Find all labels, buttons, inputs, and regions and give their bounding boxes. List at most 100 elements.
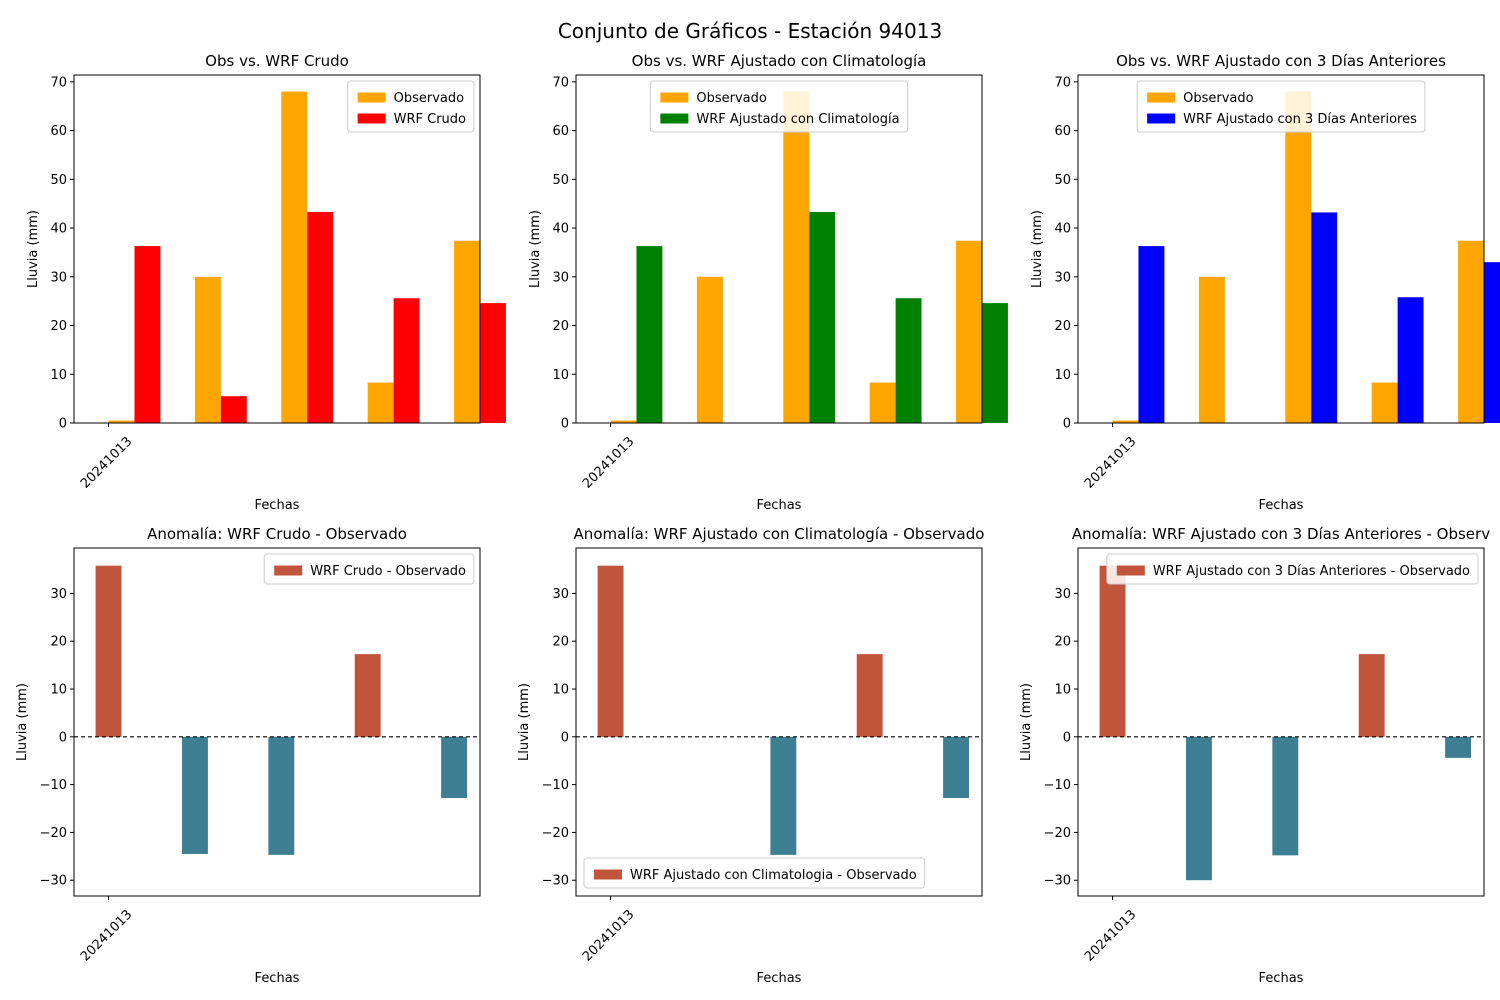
anomaly-bar-5 xyxy=(441,736,468,799)
y-axis-label: Lluvia (mm) xyxy=(15,683,30,761)
x-axis-label: Fechas xyxy=(255,498,300,513)
y-tick-label: 20 xyxy=(50,635,67,650)
y-tick-label: 0 xyxy=(1063,417,1071,432)
y-tick-label: −20 xyxy=(40,826,67,841)
y-tick-label: 10 xyxy=(50,368,67,383)
bar-wrf-5 xyxy=(480,303,506,423)
y-tick-label: 60 xyxy=(50,124,67,139)
anomaly-bar-5 xyxy=(943,736,970,799)
y-tick-label: 40 xyxy=(1054,222,1071,237)
x-axis-label: Fechas xyxy=(1259,498,1304,513)
bar-wrf-3 xyxy=(1311,212,1338,423)
axes-frame xyxy=(1077,74,1485,424)
axes-frame xyxy=(1077,547,1485,897)
legend-swatch xyxy=(357,113,386,124)
y-tick-label: 20 xyxy=(552,319,569,334)
subplot-title: Anomalía: WRF Crudo - Observado xyxy=(147,525,407,543)
bar-observado-4 xyxy=(367,382,394,423)
y-tick-label: 20 xyxy=(1054,319,1071,334)
bar-observado-3 xyxy=(281,91,308,424)
anomaly-bar-3 xyxy=(770,736,797,855)
bar-observado-1 xyxy=(108,420,135,423)
y-tick-label: 40 xyxy=(50,222,67,237)
y-tick-label: 10 xyxy=(1054,683,1071,698)
y-tick-label: 10 xyxy=(552,368,569,383)
legend-swatch xyxy=(1147,92,1176,103)
y-tick-label: 10 xyxy=(552,683,569,698)
y-tick-label: −30 xyxy=(40,874,67,889)
legend-label: WRF Crudo xyxy=(394,112,466,127)
legend-frame xyxy=(263,553,475,585)
y-tick-label: 20 xyxy=(50,319,67,334)
legend-frame xyxy=(583,857,926,889)
y-tick-label: 30 xyxy=(552,270,569,285)
bar-observado-5 xyxy=(956,240,982,423)
bar-wrf-5 xyxy=(982,303,1008,423)
y-tick-label: 10 xyxy=(50,683,67,698)
y-tick-label: −20 xyxy=(542,826,569,841)
axes-frame xyxy=(73,74,481,424)
y-tick-label: 70 xyxy=(1054,75,1071,90)
anomaly-bar-4 xyxy=(856,654,883,737)
bar-observado-3 xyxy=(1285,91,1312,424)
bar-observado-4 xyxy=(1371,382,1398,423)
y-tick-label: −10 xyxy=(542,778,569,793)
bar-wrf-1 xyxy=(1138,246,1165,423)
bar-wrf-3 xyxy=(307,211,334,423)
y-tick-label: −10 xyxy=(1044,778,1071,793)
legend-swatch xyxy=(660,113,689,124)
y-axis-label: Lluvia (mm) xyxy=(517,683,532,761)
x-axis-label: Fechas xyxy=(255,971,300,986)
anomaly-bar-3 xyxy=(1272,736,1299,856)
axes-frame xyxy=(73,547,481,897)
bar-wrf-3 xyxy=(809,211,836,423)
legend-swatch xyxy=(1116,565,1145,576)
x-axis-label: Fechas xyxy=(757,971,802,986)
y-tick-label: 30 xyxy=(1054,270,1071,285)
bar-wrf-2 xyxy=(220,396,247,423)
y-tick-label: 0 xyxy=(59,730,67,745)
legend-label: Observado xyxy=(696,91,767,106)
legend-label: Observado xyxy=(1183,91,1254,106)
bar-observado-2 xyxy=(1198,276,1225,423)
bar-wrf-5 xyxy=(1484,262,1500,423)
legend-label: WRF Ajustado con Climatologia - Observad… xyxy=(630,868,917,883)
subplot-title: Anomalía: WRF Ajustado con 3 Días Anteri… xyxy=(1072,525,1490,543)
y-tick-label: 70 xyxy=(552,75,569,90)
legend-frame xyxy=(1106,553,1479,585)
legend-frame xyxy=(649,80,909,133)
y-axis-label: Lluvia (mm) xyxy=(26,210,41,288)
legend-swatch xyxy=(660,92,689,103)
y-tick-label: 0 xyxy=(561,730,569,745)
anomaly-bar-4 xyxy=(1358,654,1385,737)
legend-label: WRF Ajustado con 3 Días Anteriores - Obs… xyxy=(1153,564,1470,579)
subplot-title: Anomalía: WRF Ajustado con Climatología … xyxy=(574,525,985,543)
y-tick-label: 60 xyxy=(552,124,569,139)
bar-observado-1 xyxy=(1112,420,1139,423)
legend: WRF Ajustado con 3 Días Anteriores - Obs… xyxy=(1106,553,1479,585)
anomaly-bar-2 xyxy=(181,736,208,854)
anomaly-bar-2 xyxy=(1185,736,1212,881)
y-tick-label: 60 xyxy=(1054,124,1071,139)
bar-observado-5 xyxy=(1458,240,1484,423)
subplot-title: Obs vs. WRF Ajustado con Climatología xyxy=(632,52,927,70)
subplot-title: Obs vs. WRF Ajustado con 3 Días Anterior… xyxy=(1116,52,1446,70)
legend-frame xyxy=(1136,80,1426,133)
y-tick-label: 50 xyxy=(50,173,67,188)
y-axis-label: Lluvia (mm) xyxy=(528,210,543,288)
y-tick-label: 70 xyxy=(50,75,67,90)
bar-wrf-1 xyxy=(134,246,161,423)
anomaly-bar-1 xyxy=(1099,565,1126,737)
y-tick-label: 40 xyxy=(552,222,569,237)
axes-frame xyxy=(575,547,983,897)
y-tick-label: 0 xyxy=(59,417,67,432)
y-tick-label: 20 xyxy=(1054,635,1071,650)
legend-label: WRF Ajustado con Climatología xyxy=(696,112,899,127)
y-tick-label: 0 xyxy=(1063,730,1071,745)
anomaly-bar-1 xyxy=(597,565,624,737)
y-axis-label: Lluvia (mm) xyxy=(1030,210,1045,288)
